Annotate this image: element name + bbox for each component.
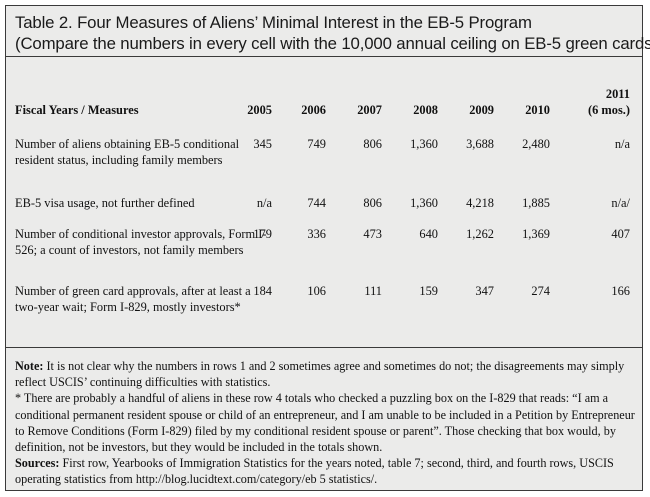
table-figure: Table 2. Four Measures of Aliens’ Minima…: [5, 5, 650, 491]
table-cell: 347: [475, 284, 494, 298]
footnote-paragraph: * There are probably a handful of aliens…: [15, 391, 635, 455]
table-cell: 1,360: [410, 137, 438, 151]
note-text: It is not clear why the numbers in rows …: [15, 359, 625, 390]
year-header: 2007: [357, 103, 382, 117]
table-cell: 2,480: [522, 137, 550, 151]
divider-top: [6, 56, 642, 57]
table-cell: 159: [419, 284, 438, 298]
year-header: 2010: [525, 103, 550, 117]
table-cell: 106: [307, 284, 326, 298]
table-cell: 274: [531, 284, 550, 298]
table-notes: Note: It is not clear why the numbers in…: [15, 358, 640, 488]
row-1-measure: Number of aliens obtaining EB-5 conditio…: [15, 137, 240, 167]
table-cell: 1,885: [522, 196, 550, 210]
table-cell: 640: [419, 227, 438, 241]
row-4-measure: Number of green card approvals, after at…: [15, 284, 251, 314]
table-cell: 806: [363, 196, 382, 210]
table-cell: 1,360: [410, 196, 438, 210]
table-cell: 345: [253, 137, 272, 151]
table-cell: n/a: [614, 137, 630, 151]
title-line-2: (Compare the numbers in every cell with …: [15, 34, 650, 53]
title-line-1: Table 2. Four Measures of Aliens’ Minima…: [15, 13, 532, 32]
table-cell: 4,218: [466, 196, 494, 210]
year-header: 2006: [301, 103, 326, 117]
table-cell: 473: [363, 227, 382, 241]
year-header-2011: 2011: [605, 87, 630, 101]
year-header-2011-note: (6 mos.): [588, 103, 630, 117]
table-cell: 184: [253, 284, 272, 298]
table-cell: 749: [307, 137, 326, 151]
table-cell: 336: [307, 227, 326, 241]
sources-paragraph: Sources: First row, Yearbooks of Immigra…: [15, 455, 640, 487]
divider-notes: [6, 347, 642, 348]
table-cell: 3,688: [466, 137, 494, 151]
table-title: Table 2. Four Measures of Aliens’ Minima…: [15, 12, 650, 54]
year-header: 2005: [247, 103, 272, 117]
sources-text: First row, Yearbooks of Immigration Stat…: [15, 456, 614, 487]
note-paragraph: Note: It is not clear why the numbers in…: [15, 358, 640, 390]
table-cell: 179: [253, 227, 272, 241]
year-header: 2009: [469, 103, 494, 117]
corner-header: Fiscal Years / Measures: [15, 103, 139, 117]
table-cell: 744: [307, 196, 326, 210]
table-cell: 407: [611, 227, 630, 241]
table-cell: 111: [364, 284, 382, 298]
row-2-measure: EB-5 visa usage, not further defined: [15, 196, 195, 210]
table-cell: n/a: [256, 196, 272, 210]
year-header: 2008: [413, 103, 438, 117]
row-3-measure: Number of conditional investor approvals…: [15, 227, 267, 257]
table-cell: 806: [363, 137, 382, 151]
table-cell: 1,262: [466, 227, 494, 241]
note-label: Note:: [15, 359, 44, 373]
table-cell: n/a/: [611, 196, 630, 210]
table-cell: 1,369: [522, 227, 550, 241]
sources-label: Sources:: [15, 456, 60, 471]
table-cell: 166: [611, 284, 630, 298]
